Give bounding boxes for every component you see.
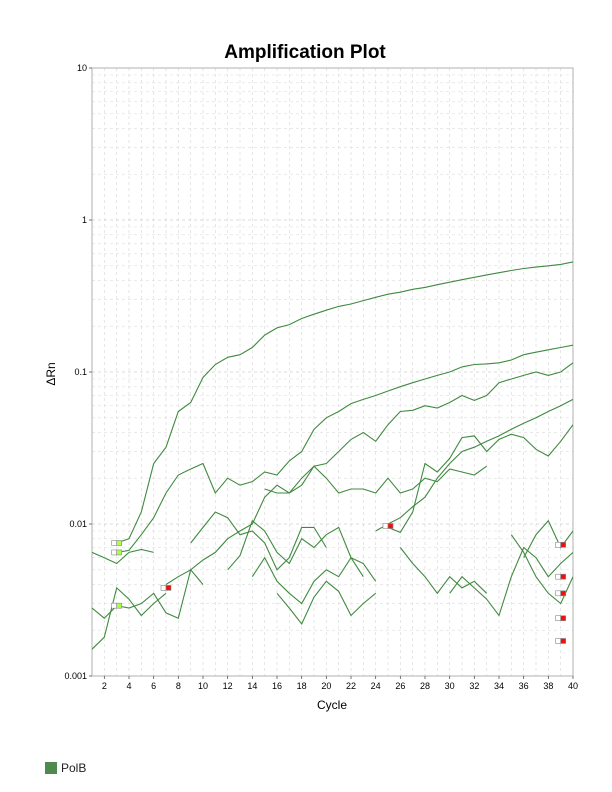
cycle-marker-outline-2 (111, 549, 117, 556)
cycle-marker-5 (387, 523, 394, 529)
series-line-4 (375, 398, 573, 532)
x-tick-label: 34 (494, 681, 504, 691)
cycle-marker-10 (560, 638, 566, 644)
cycle-marker-outline-4 (160, 585, 167, 591)
x-tick-label: 10 (198, 681, 208, 691)
cycle-marker-7 (560, 573, 566, 580)
x-tick-label: 40 (568, 681, 578, 691)
x-tick-label: 24 (371, 681, 381, 691)
series-line-6 (264, 465, 488, 494)
legend-swatch-polb (45, 762, 57, 774)
x-tick-label: 20 (321, 681, 331, 691)
legend-label-polb: PolB (61, 761, 87, 775)
x-tick-label: 28 (420, 681, 430, 691)
series-line-16 (251, 556, 377, 605)
x-tick-label: 26 (395, 681, 405, 691)
grid-lines (91, 68, 574, 677)
series-line-3 (165, 362, 573, 585)
cycle-marker-outline-9 (555, 615, 561, 622)
x-axis-label: Cycle (317, 698, 347, 712)
y-tick-label: 10 (77, 63, 87, 73)
y-tick-label: 0.001 (64, 671, 87, 681)
series-line-14 (510, 534, 573, 605)
series-line-8 (190, 511, 327, 571)
x-tick-label: 30 (445, 681, 455, 691)
cycle-marker-outline-10 (555, 638, 561, 644)
series-line-12 (399, 547, 488, 595)
cycle-marker-3 (116, 602, 122, 609)
legend: PolB (45, 761, 86, 775)
x-tick-label: 18 (297, 681, 307, 691)
cycle-marker-9 (560, 615, 566, 622)
cycle-marker-outline-6 (555, 541, 561, 548)
cycle-marker-4 (165, 585, 172, 591)
cycle-marker-2 (116, 549, 122, 556)
x-tick-label: 4 (126, 681, 131, 691)
x-tick-label: 6 (151, 681, 156, 691)
y-tick-label: 0.1 (74, 367, 87, 377)
y-tick-label: 0.01 (69, 519, 87, 529)
series-line-5 (387, 424, 573, 534)
x-tick-label: 22 (346, 681, 356, 691)
x-tick-label: 12 (223, 681, 233, 691)
series-line-10 (92, 548, 154, 565)
series-line-9 (227, 519, 364, 577)
x-tick-label: 38 (543, 681, 553, 691)
series-line-1 (116, 261, 573, 544)
chart-title: Amplification Plot (224, 42, 386, 63)
series-line-2 (116, 344, 573, 553)
series-line-17 (276, 580, 377, 626)
x-axis-ticks: 2 4 6 8 10 12 14 16 18 20 22 24 26 28 30 32 34 36 38 40 (102, 676, 578, 691)
y-axis-label: ΔRn (44, 362, 58, 385)
series-layer (92, 261, 573, 650)
cycle-marker-1 (116, 540, 122, 546)
x-tick-label: 2 (102, 681, 107, 691)
y-tick-label: 1 (82, 215, 87, 225)
series-line-7 (92, 568, 204, 619)
cycle-marker-outline-8 (555, 590, 561, 597)
cycle-marker-outline-1 (111, 540, 117, 546)
cycle-marker-6 (560, 541, 566, 548)
x-tick-label: 36 (519, 681, 529, 691)
x-tick-label: 14 (247, 681, 257, 691)
series-line-11 (92, 586, 167, 650)
x-tick-label: 16 (272, 681, 282, 691)
cycle-marker-outline-7 (555, 573, 561, 580)
threshold-markers (111, 523, 566, 644)
cycle-marker-outline-5 (382, 523, 389, 529)
x-tick-label: 8 (176, 681, 181, 691)
y-axis-ticks: 0.001 0.01 0.1 1 10 (64, 63, 92, 681)
x-tick-label: 32 (469, 681, 479, 691)
cycle-marker-outline-3 (111, 602, 117, 609)
cycle-marker-8 (560, 590, 566, 597)
series-line-15 (449, 546, 573, 617)
